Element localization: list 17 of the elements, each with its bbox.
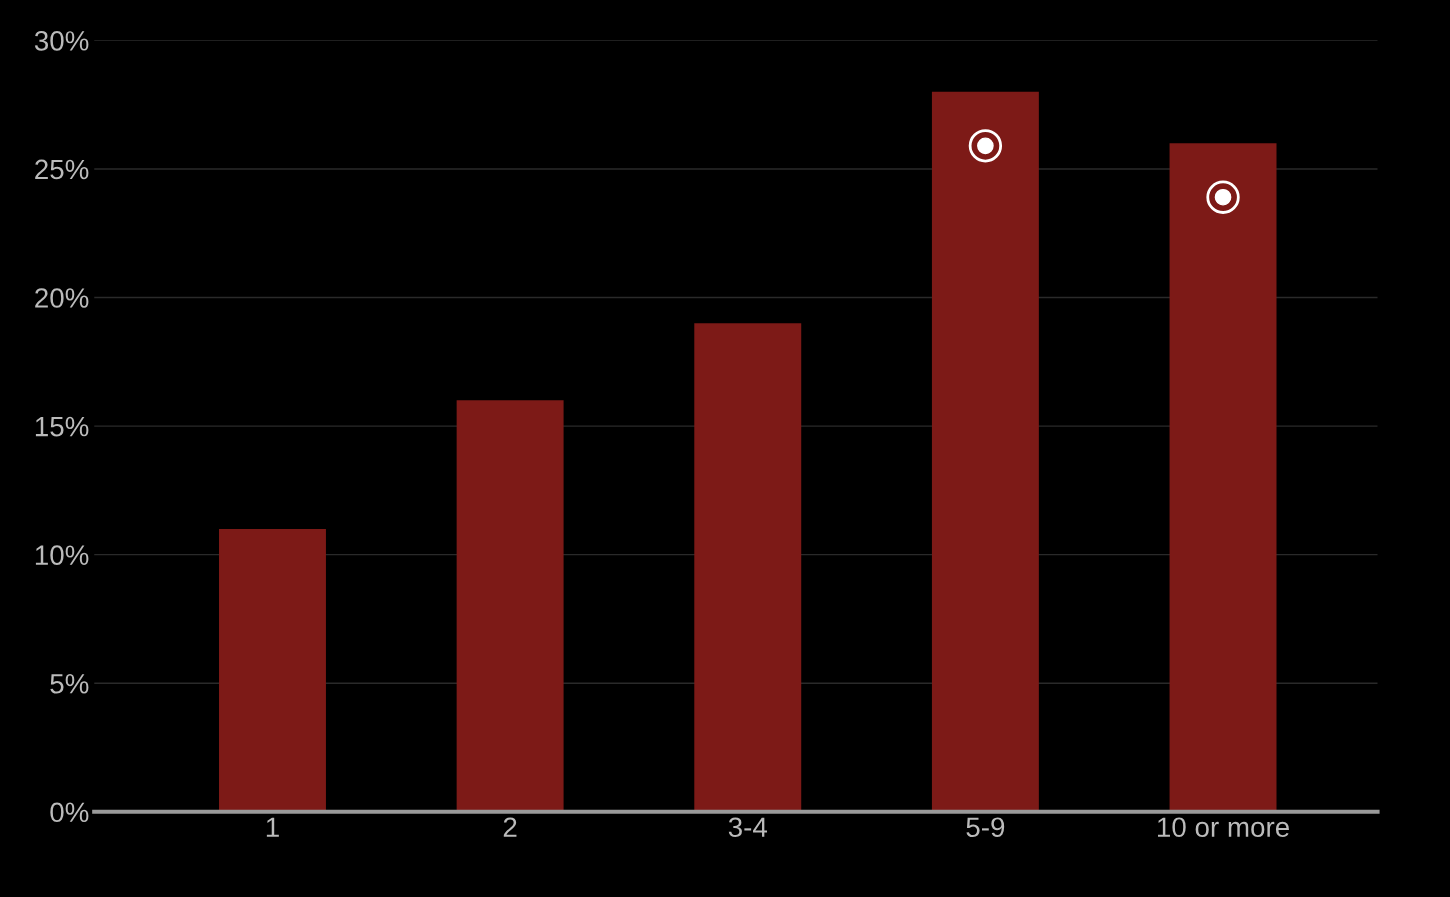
x-tick-label: 2 [503,817,517,837]
bar [1169,143,1277,812]
y-tick-label: 5% [50,674,89,694]
y-tick-label: 20% [35,288,89,308]
y-tick-label: 30% [34,31,89,51]
bar [931,91,1039,812]
y-tick-label: 0% [50,802,89,823]
x-tick-label: 1 [266,817,279,837]
x-tick-label: 3-4 [728,817,768,838]
y-tick-label: 25% [35,159,89,180]
bar [694,323,802,812]
x-tick-label: 10 or more [1158,817,1289,838]
y-tick-label: 10% [35,545,89,565]
y-tick-label: 15% [35,416,89,437]
bar [456,400,564,812]
bar [219,528,326,812]
x-tick-label: 5-9 [966,817,1005,838]
